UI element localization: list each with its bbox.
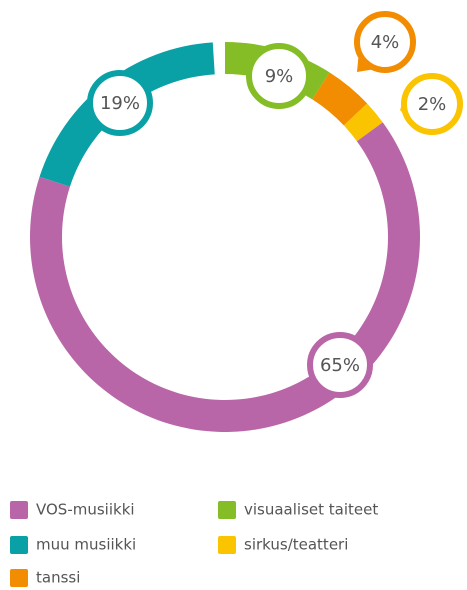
legend-swatch: [218, 536, 236, 554]
legend-swatch: [218, 501, 236, 519]
value-label: 19%: [100, 93, 140, 114]
donut-segment: [343, 103, 383, 142]
legend-label: muu musiikki: [36, 536, 136, 554]
donut-segment: [39, 42, 215, 187]
legend-label: sirkus/teatteri: [244, 536, 348, 554]
legend-swatch: [10, 536, 28, 554]
donut-segment: [29, 122, 421, 433]
callout-bubble: [354, 11, 416, 73]
value-label: 65%: [320, 355, 360, 376]
callout-bubble: [401, 73, 463, 135]
callout-bubble: [246, 43, 312, 109]
legend-swatch: [10, 501, 28, 519]
legend-swatch: [10, 569, 28, 587]
value-label: 2%: [418, 94, 447, 115]
legend-label: tanssi: [36, 569, 80, 587]
donut-segment: [312, 72, 368, 126]
callout-bubble: [307, 332, 373, 398]
value-label: 4%: [371, 32, 400, 53]
legend-label: VOS-musiikki: [36, 501, 135, 519]
value-label: 9%: [265, 66, 294, 87]
legend-label: visuaaliset taiteet: [244, 501, 378, 519]
callout-bubble: [87, 70, 153, 136]
